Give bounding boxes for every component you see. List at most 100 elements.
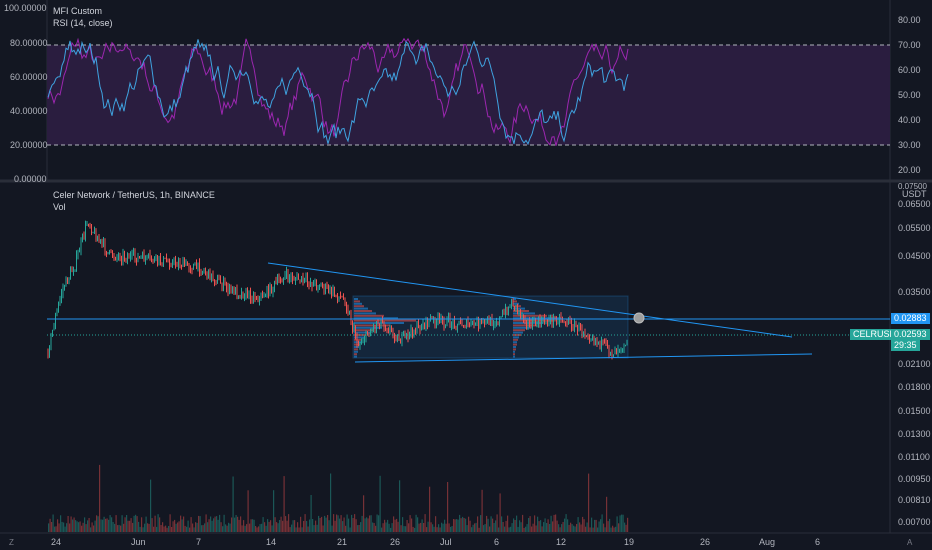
volume-bar <box>514 520 516 532</box>
price-tick-6: 0.01800 <box>898 382 931 392</box>
volume-bar <box>213 518 215 532</box>
support-trendline[interactable] <box>354 353 813 363</box>
volume-profile-row <box>354 350 358 353</box>
time-label-jun: Jun <box>131 537 146 547</box>
volume-bar <box>555 514 557 532</box>
volume-bar <box>598 521 600 532</box>
volume-bar <box>592 527 594 532</box>
volume-bar <box>253 519 255 532</box>
volume-bar <box>601 514 603 532</box>
price-pane[interactable] <box>0 183 890 533</box>
volume-bar <box>408 523 410 532</box>
volume-bar <box>603 523 605 532</box>
volume-profile-row <box>513 348 516 351</box>
price-tick-1: 0.06500 <box>898 199 931 209</box>
volume-bar <box>478 527 480 532</box>
symbol-tag[interactable]: CELRUSDT <box>850 329 905 340</box>
volume-bar <box>292 520 294 532</box>
volume-bar <box>84 517 86 532</box>
volume-bar <box>439 527 441 532</box>
volume-bar <box>556 520 558 532</box>
volume-bar <box>463 518 465 532</box>
zoom-toggle-button[interactable]: Z <box>9 538 14 547</box>
volume-bar <box>285 516 287 532</box>
volume-bar <box>219 514 221 532</box>
volume-bar <box>526 524 528 532</box>
volume-bar <box>522 514 524 532</box>
volume-profile-row <box>513 317 561 320</box>
oscillator-subtitle: RSI (14, close) <box>53 18 113 28</box>
volume-bar <box>90 527 92 532</box>
volume-bar <box>541 526 543 532</box>
volume-profile-row <box>513 300 517 303</box>
volume-bar <box>211 520 213 532</box>
volume-bar <box>313 525 315 532</box>
volume-bar <box>93 525 95 532</box>
volume-bar <box>231 517 233 532</box>
volume-profile-row <box>513 334 521 336</box>
volume-bar <box>165 525 167 532</box>
volume-bar <box>154 515 156 532</box>
volume-bar <box>127 520 129 532</box>
volume-bar <box>544 518 546 532</box>
volume-bar <box>570 522 572 532</box>
volume-bar <box>316 524 318 532</box>
time-label-14: 14 <box>266 537 277 547</box>
volume-bar <box>129 520 131 532</box>
osc-right-tick-60: 60.00 <box>898 65 921 75</box>
volume-bar <box>136 516 138 532</box>
volume-bar <box>418 523 420 532</box>
volume-profile-row <box>513 312 535 315</box>
volume-bar <box>427 521 429 532</box>
volume-bar <box>177 522 179 532</box>
volume-bar <box>573 525 575 532</box>
volume-bar <box>196 522 198 532</box>
volume-bar <box>444 519 446 532</box>
volume-profile-row <box>354 348 358 351</box>
volume-bar <box>294 520 296 532</box>
auto-scale-button[interactable]: A <box>907 538 913 547</box>
volume-bar <box>397 521 399 532</box>
volume-bar <box>420 522 422 532</box>
volume-bar <box>121 515 123 532</box>
volume-bar <box>105 518 107 532</box>
volume-profile-row <box>354 305 364 308</box>
volume-bar <box>610 527 612 532</box>
volume-bar <box>361 515 363 532</box>
volume-profile-row <box>513 346 516 348</box>
volume-bar <box>114 523 116 532</box>
descending-trendline[interactable] <box>267 262 793 338</box>
volume-bar <box>309 519 311 532</box>
volume-bar <box>207 522 209 532</box>
volume-bar <box>538 521 540 532</box>
volume-bar <box>109 515 111 532</box>
volume-bar <box>456 519 458 532</box>
volume-bar <box>141 517 143 532</box>
volume-bar <box>78 522 80 532</box>
osc-right-tick-30: 30.00 <box>898 140 921 150</box>
volume-bar <box>265 525 267 532</box>
volume-bar <box>529 516 531 532</box>
volume-profile-row <box>513 350 515 353</box>
volume-bar <box>588 473 590 532</box>
volume-bar <box>468 516 470 532</box>
volume-bar <box>585 526 587 532</box>
volume-bar <box>72 519 74 532</box>
osc-right-tick-70: 70.00 <box>898 40 921 50</box>
volume-bar <box>393 516 395 532</box>
intersection-marker[interactable] <box>633 312 645 324</box>
volume-bar <box>621 514 623 532</box>
volume-bar <box>223 514 225 532</box>
time-label-7: 7 <box>196 537 202 547</box>
volume-bar <box>508 527 510 532</box>
volume-profile-box[interactable] <box>352 295 629 359</box>
volume-bar <box>429 486 431 532</box>
price-tick-8: 0.01300 <box>898 429 931 439</box>
volume-bar <box>472 524 474 532</box>
volume-profile-row <box>354 331 370 334</box>
horizontal-level-tag[interactable]: 0.02883 <box>891 313 930 324</box>
volume-bar <box>145 516 147 532</box>
volume-bar <box>70 516 72 532</box>
volume-bar <box>195 522 197 532</box>
